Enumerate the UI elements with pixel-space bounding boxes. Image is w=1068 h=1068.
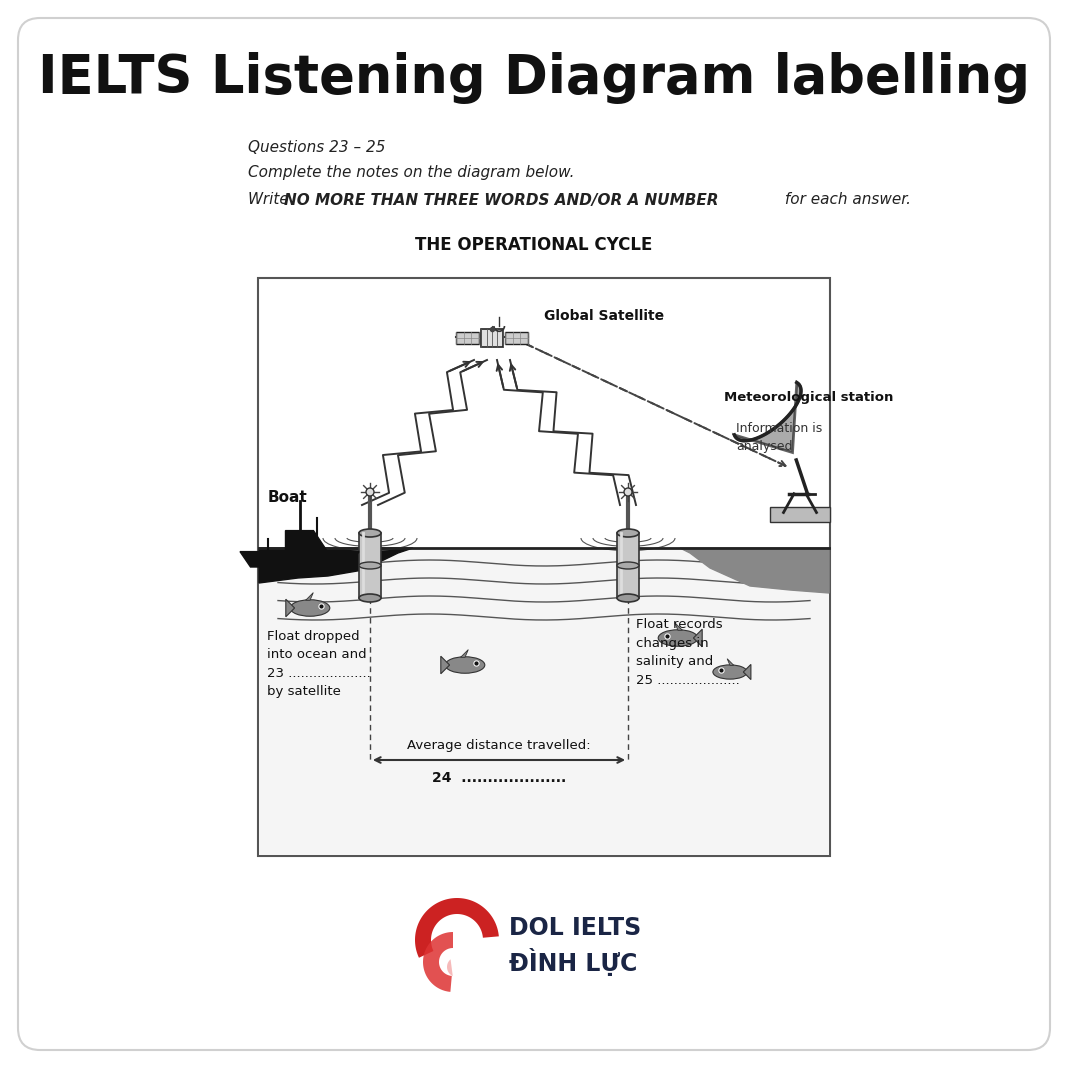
- Bar: [617, 533, 639, 598]
- Polygon shape: [743, 664, 751, 679]
- Text: NO MORE THAN THREE WORDS AND/OR A NUMBER: NO MORE THAN THREE WORDS AND/OR A NUMBER: [284, 192, 719, 207]
- Text: Float records
changes in
salinity and
25 ....................: Float records changes in salinity and 25…: [637, 618, 740, 687]
- Ellipse shape: [445, 657, 485, 673]
- Bar: [770, 506, 830, 521]
- Ellipse shape: [713, 665, 748, 679]
- Circle shape: [624, 488, 632, 496]
- Text: for each answer.: for each answer.: [780, 192, 911, 207]
- Polygon shape: [286, 599, 295, 617]
- Polygon shape: [260, 548, 413, 583]
- Text: Average distance travelled:: Average distance travelled:: [407, 739, 591, 753]
- Circle shape: [366, 488, 374, 496]
- Polygon shape: [693, 629, 702, 647]
- Ellipse shape: [617, 594, 639, 602]
- Polygon shape: [240, 551, 359, 567]
- Ellipse shape: [617, 529, 639, 537]
- Ellipse shape: [359, 562, 381, 569]
- Polygon shape: [680, 548, 829, 593]
- Ellipse shape: [658, 630, 697, 646]
- Text: Meteorological station: Meteorological station: [724, 392, 893, 405]
- Bar: [359, 533, 381, 598]
- Text: 24  ....................: 24 ....................: [431, 771, 566, 785]
- Text: ĐÌNH LỰC: ĐÌNH LỰC: [509, 948, 638, 976]
- Text: Boat: Boat: [268, 490, 308, 505]
- Polygon shape: [415, 898, 499, 958]
- Text: THE OPERATIONAL CYCLE: THE OPERATIONAL CYCLE: [415, 236, 653, 254]
- Bar: [482, 329, 503, 347]
- Polygon shape: [675, 623, 682, 630]
- Polygon shape: [441, 656, 450, 674]
- Text: IELTS Listening Diagram labelling: IELTS Listening Diagram labelling: [38, 52, 1030, 104]
- Ellipse shape: [359, 594, 381, 602]
- Ellipse shape: [617, 562, 639, 569]
- Bar: [505, 332, 528, 344]
- Polygon shape: [735, 382, 801, 453]
- Text: Float dropped
into ocean and
23 ....................
by satellite: Float dropped into ocean and 23 ........…: [267, 630, 371, 698]
- Polygon shape: [727, 659, 734, 665]
- Polygon shape: [423, 932, 453, 992]
- Polygon shape: [447, 959, 453, 976]
- Ellipse shape: [359, 529, 381, 537]
- Bar: [260, 548, 829, 855]
- Text: Write: Write: [248, 192, 294, 207]
- Text: Information is
analysed: Information is analysed: [736, 422, 822, 453]
- Bar: [456, 332, 480, 344]
- Ellipse shape: [290, 600, 330, 616]
- Text: Complete the notes on the diagram below.: Complete the notes on the diagram below.: [248, 164, 575, 179]
- Bar: [258, 278, 830, 855]
- Polygon shape: [285, 531, 328, 551]
- Polygon shape: [305, 593, 313, 600]
- FancyBboxPatch shape: [18, 18, 1050, 1050]
- Text: Questions 23 – 25: Questions 23 – 25: [248, 141, 386, 156]
- Text: Global Satellite: Global Satellite: [544, 309, 664, 323]
- Text: DOL IELTS: DOL IELTS: [509, 916, 641, 940]
- Polygon shape: [460, 649, 468, 657]
